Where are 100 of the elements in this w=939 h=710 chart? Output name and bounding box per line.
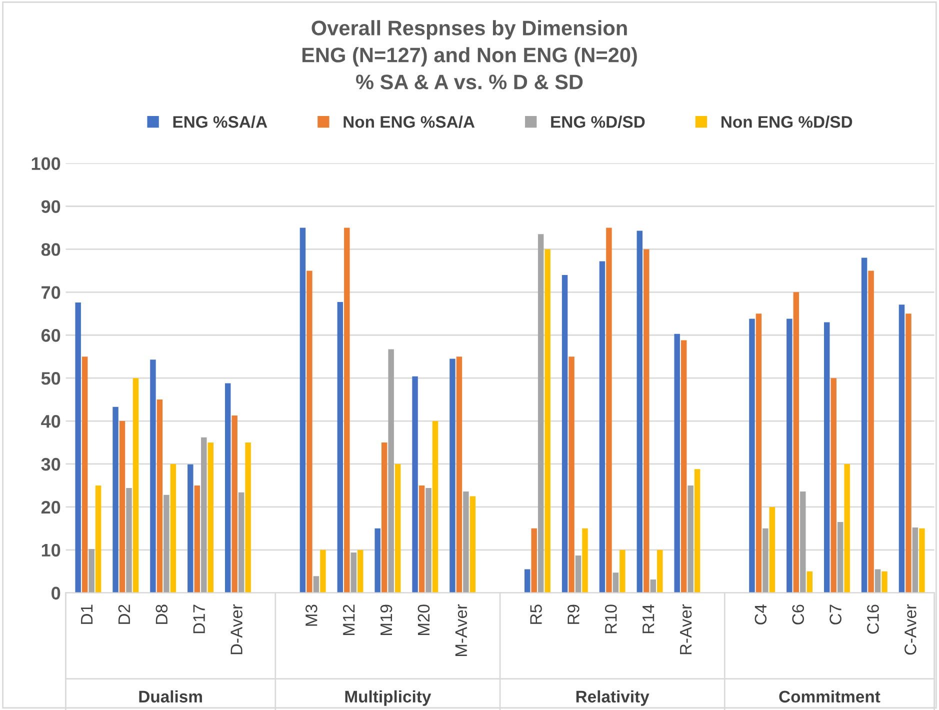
bar bbox=[75, 302, 81, 593]
text: Multiplicity bbox=[345, 690, 432, 706]
bar bbox=[82, 356, 88, 593]
bar bbox=[358, 550, 364, 593]
bar bbox=[793, 292, 800, 593]
text: Dualism bbox=[139, 690, 202, 703]
bar bbox=[320, 550, 326, 593]
x-tick-label: D2 bbox=[118, 604, 130, 624]
bar bbox=[837, 522, 844, 593]
x-tick-label: M12 bbox=[342, 604, 355, 636]
y-tick-label: 30 bbox=[41, 458, 60, 471]
y-tick-label: 10 bbox=[42, 544, 60, 557]
bar bbox=[245, 442, 251, 593]
bar bbox=[306, 270, 312, 593]
bar bbox=[470, 496, 476, 593]
bar bbox=[844, 464, 850, 593]
bar bbox=[762, 528, 768, 593]
bar bbox=[156, 400, 163, 593]
bar bbox=[313, 576, 320, 593]
bar bbox=[531, 528, 537, 593]
bar bbox=[201, 437, 207, 593]
bar bbox=[868, 270, 874, 593]
bar bbox=[680, 340, 687, 593]
x-tick-label: R10 bbox=[605, 604, 617, 634]
bar bbox=[824, 322, 830, 593]
y-tick-label: 50 bbox=[41, 372, 60, 385]
legend-label: ENG %D/SD bbox=[551, 116, 645, 128]
bar bbox=[612, 572, 619, 593]
x-tick-label: D1 bbox=[81, 604, 93, 624]
bar bbox=[112, 406, 118, 593]
bar bbox=[694, 469, 700, 593]
x-tick-label: R9 bbox=[568, 604, 580, 624]
bar bbox=[538, 234, 544, 593]
bar bbox=[898, 304, 905, 593]
bar bbox=[394, 464, 401, 593]
bar bbox=[575, 555, 582, 593]
bar bbox=[344, 228, 350, 593]
bar bbox=[912, 528, 918, 593]
y-tick-label: 100 bbox=[32, 157, 60, 170]
bar bbox=[919, 528, 925, 593]
x-tick-label: D17 bbox=[193, 604, 205, 634]
bar bbox=[906, 314, 912, 593]
bar bbox=[208, 442, 214, 593]
y-tick-label: 90 bbox=[41, 200, 60, 213]
bar bbox=[119, 421, 126, 593]
bar bbox=[456, 356, 462, 593]
bar bbox=[568, 356, 574, 593]
bar bbox=[95, 485, 102, 593]
bar bbox=[786, 318, 792, 593]
bar bbox=[412, 376, 418, 593]
bar bbox=[337, 302, 344, 593]
bar bbox=[657, 550, 663, 593]
bar bbox=[769, 506, 776, 593]
bar bbox=[756, 314, 762, 593]
bar bbox=[582, 528, 588, 593]
bar bbox=[164, 494, 170, 593]
x-tick-label: M20 bbox=[418, 604, 430, 636]
x-tick-label: M-Aver bbox=[455, 604, 468, 656]
x-tick-label: R14 bbox=[642, 604, 654, 634]
bar bbox=[544, 249, 550, 593]
bar bbox=[806, 571, 812, 593]
bar bbox=[126, 488, 132, 593]
bar bbox=[426, 488, 432, 593]
x-tick-label: R5 bbox=[530, 604, 542, 624]
x-tick-label: D-Aver bbox=[230, 604, 242, 654]
bar bbox=[674, 334, 680, 593]
bar bbox=[830, 378, 836, 593]
bar bbox=[232, 415, 238, 593]
x-tick-label: C16 bbox=[867, 604, 879, 634]
bar bbox=[606, 228, 612, 593]
legend-label: ENG %SA/A bbox=[173, 116, 268, 128]
x-tick-label: M3 bbox=[305, 604, 318, 626]
y-tick-label: 70 bbox=[42, 286, 60, 299]
bar bbox=[644, 249, 650, 593]
y-tick-label: 20 bbox=[41, 500, 60, 514]
bar bbox=[374, 528, 380, 593]
text: Commitment bbox=[779, 690, 880, 703]
bar bbox=[432, 421, 438, 593]
x-tick-label: C6 bbox=[792, 604, 804, 624]
bar bbox=[688, 485, 694, 593]
bar bbox=[188, 464, 194, 593]
y-tick-label: 60 bbox=[41, 329, 60, 342]
x-tick-label: C7 bbox=[830, 604, 842, 624]
bar bbox=[224, 383, 231, 593]
bar bbox=[300, 228, 306, 593]
bar bbox=[562, 274, 568, 593]
bar bbox=[150, 360, 156, 593]
x-tick-label: C4 bbox=[754, 604, 767, 624]
bar bbox=[418, 485, 425, 593]
x-tick-label: D8 bbox=[156, 604, 168, 624]
bar bbox=[450, 358, 456, 593]
bar bbox=[350, 552, 356, 593]
x-tick-label: M19 bbox=[380, 604, 392, 636]
bar bbox=[524, 569, 530, 593]
bar bbox=[800, 491, 806, 593]
bar bbox=[463, 491, 469, 593]
bar bbox=[599, 261, 606, 593]
text: Relativity bbox=[576, 690, 650, 706]
bar bbox=[88, 549, 94, 593]
bar bbox=[874, 569, 881, 593]
